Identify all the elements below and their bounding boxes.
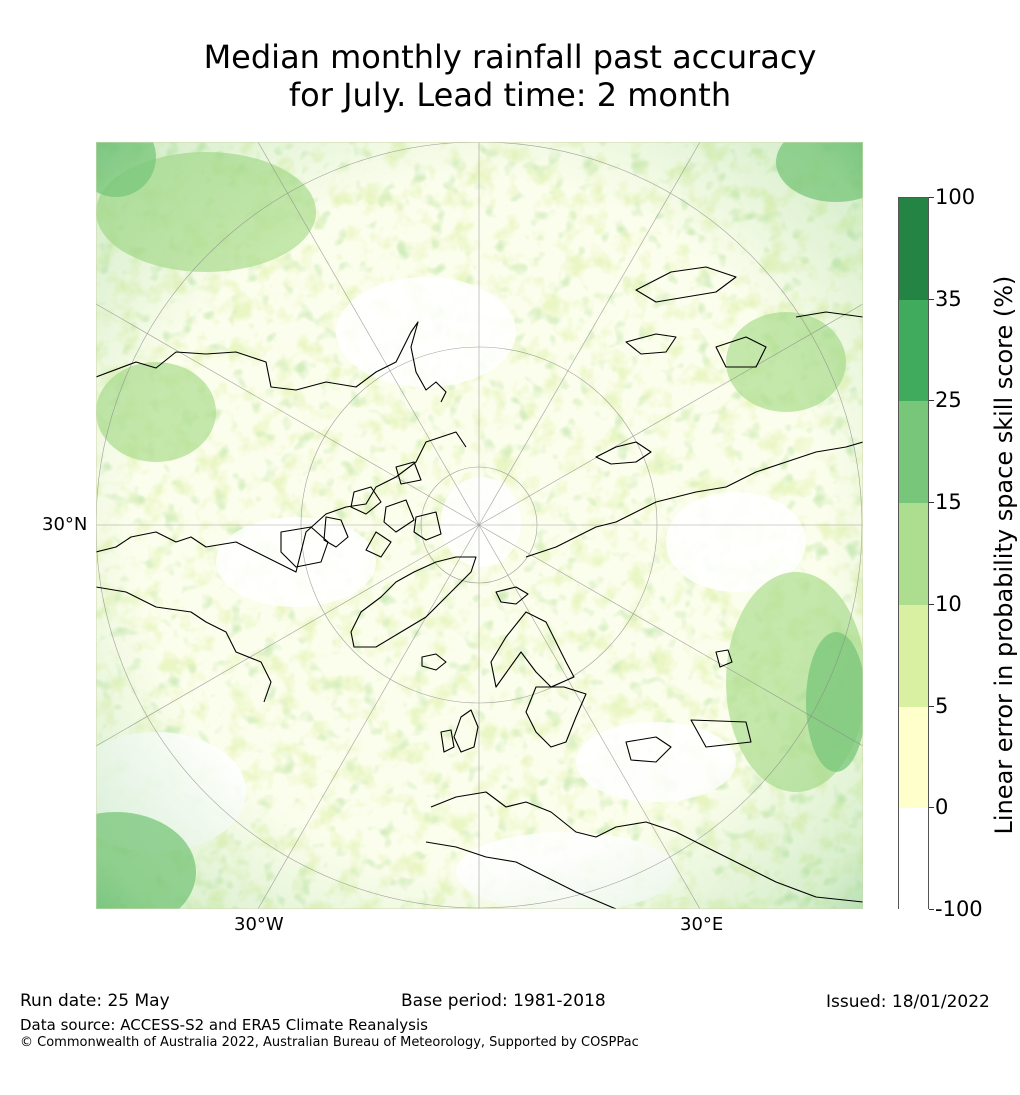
- polar-map-svg: [96, 142, 863, 909]
- colorbar-tick-label: 0: [935, 795, 949, 820]
- colorbar-tick-label: 25: [935, 388, 962, 413]
- colorbar-tick-label: 10: [935, 591, 962, 616]
- graticule: [96, 142, 863, 909]
- colorbar-tick-label: 35: [935, 286, 962, 311]
- run-date: Run date: 25 May: [20, 991, 170, 1011]
- colorbar-tick-mark: [929, 197, 934, 198]
- chart-title: Median monthly rainfall past accuracy fo…: [0, 38, 1020, 114]
- title-line-2: for July. Lead time: 2 month: [288, 76, 732, 114]
- colorbar-bin: [899, 604, 928, 707]
- colorbar-bin: [899, 401, 928, 504]
- colorbar-tick-label: 15: [935, 490, 962, 515]
- colorbar-tick-mark: [929, 502, 934, 504]
- colorbar-tick-label: -100: [935, 897, 983, 921]
- colorbar: [898, 197, 929, 910]
- coastlines: [96, 266, 863, 909]
- colorbar-bin: [899, 808, 928, 910]
- polar-map: [96, 142, 863, 909]
- colorbar-bin: [899, 299, 928, 402]
- colorbar-tick-mark: [929, 909, 934, 910]
- colorbar-tick-mark: [929, 705, 934, 707]
- data-source: Data source: ACCESS-S2 and ERA5 Climate …: [20, 1016, 428, 1034]
- colorbar-tick-mark: [929, 400, 934, 402]
- colorbar-tick-mark: [929, 298, 934, 300]
- colorbar-tick-label: 5: [935, 693, 949, 718]
- colorbar-label: Linear error in probability space skill …: [990, 275, 1018, 835]
- copyright: © Commonwealth of Australia 2022, Austra…: [20, 1035, 639, 1050]
- title-line-1: Median monthly rainfall past accuracy: [203, 38, 817, 76]
- base-period: Base period: 1981-2018: [401, 991, 606, 1011]
- colorbar-tick-mark: [929, 807, 934, 809]
- longitude-label-west: 30°W: [234, 914, 284, 935]
- colorbar-bin: [899, 706, 928, 809]
- colorbar-tick-label: 100: [935, 185, 976, 209]
- issued-date: Issued: 18/01/2022: [826, 992, 990, 1012]
- colorbar-bin: [899, 503, 928, 605]
- colorbar-bin: [899, 198, 928, 300]
- colorbar-tick-mark: [929, 603, 934, 605]
- latitude-label: 30°N: [42, 514, 88, 535]
- longitude-label-east: 30°E: [680, 914, 724, 935]
